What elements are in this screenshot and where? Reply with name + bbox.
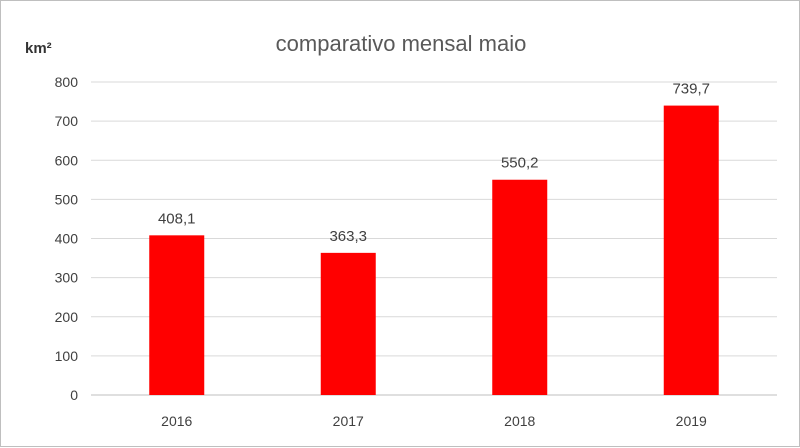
data-label: 363,3 <box>329 228 367 245</box>
chart-title: comparativo mensal maio <box>276 31 527 56</box>
y-tick-label: 0 <box>70 387 78 403</box>
data-label: 408,1 <box>158 210 196 227</box>
x-tick-label: 2017 <box>333 413 364 429</box>
y-tick-label: 400 <box>55 231 79 247</box>
y-tick-label: 300 <box>55 270 79 286</box>
data-label: 739,7 <box>672 81 710 98</box>
x-tick-label: 2019 <box>676 413 707 429</box>
data-label: 550,2 <box>501 155 539 172</box>
bars <box>149 105 719 395</box>
bar-2017 <box>320 252 376 395</box>
bar-2019 <box>663 105 719 395</box>
x-tick-label: 2018 <box>504 413 535 429</box>
y-tick-label: 700 <box>55 113 79 129</box>
y-axis-ticks: 0 100 200 300 400 500 600 700 800 <box>55 74 79 403</box>
y-tick-label: 100 <box>55 348 79 364</box>
y-tick-label: 800 <box>55 74 79 90</box>
bar-2018 <box>492 179 548 395</box>
y-tick-label: 200 <box>55 309 79 325</box>
y-axis-label: km² <box>25 40 52 57</box>
bar-2016 <box>149 235 205 395</box>
y-tick-label: 600 <box>55 152 79 168</box>
data-labels: 408,1 363,3 550,2 739,7 <box>158 81 710 245</box>
y-tick-label: 500 <box>55 191 79 207</box>
x-tick-label: 2016 <box>161 413 192 429</box>
gridlines <box>91 81 777 396</box>
x-axis-ticks: 2016 2017 2018 2019 <box>161 413 707 429</box>
